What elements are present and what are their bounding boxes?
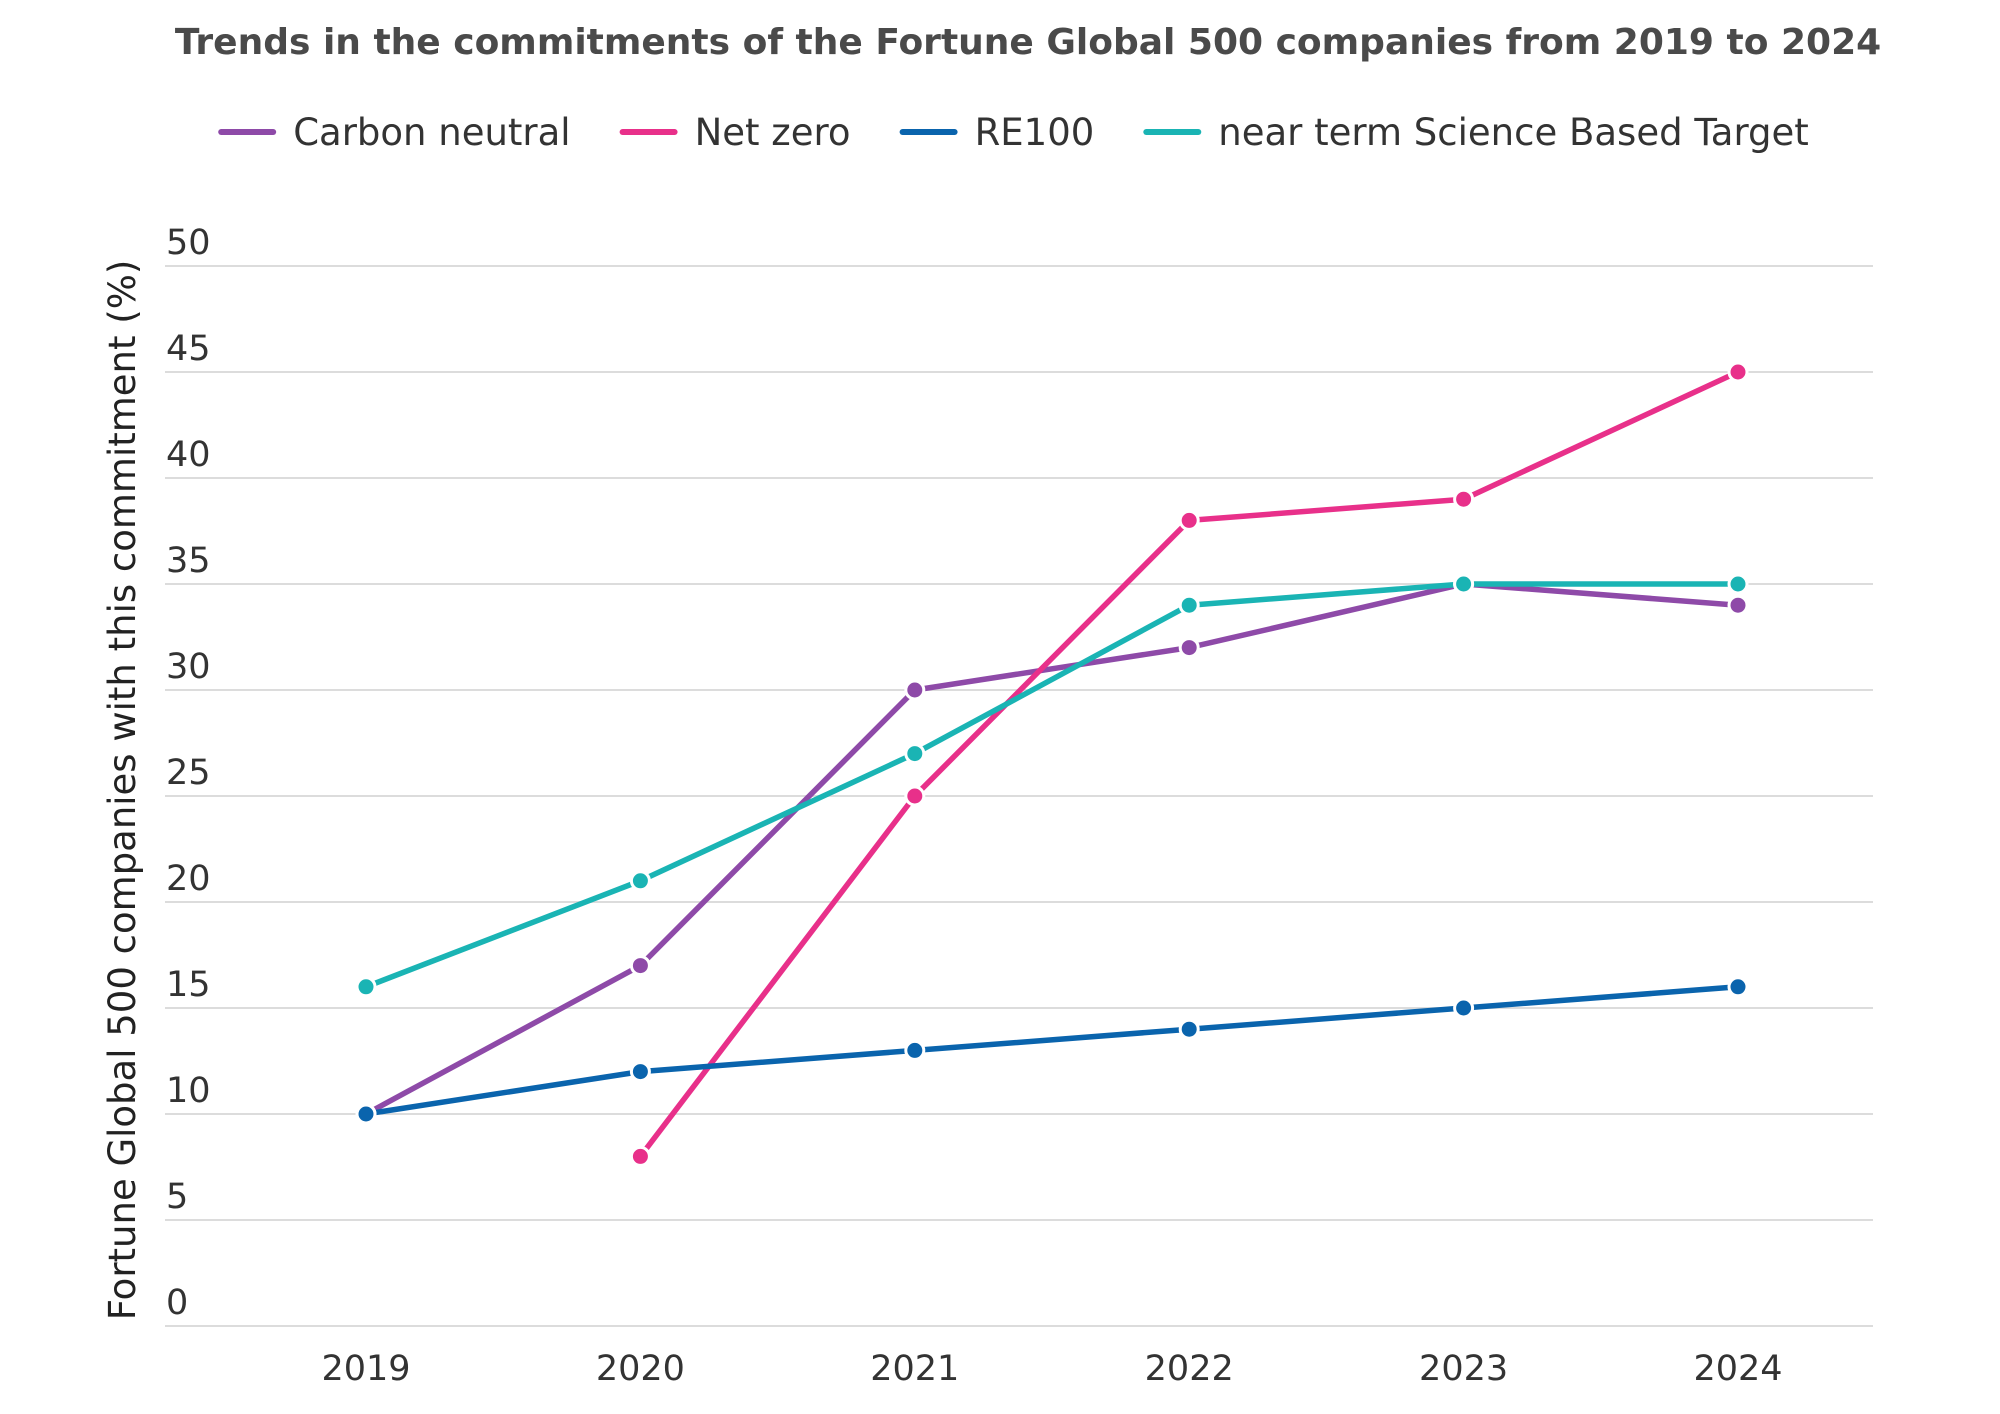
x-tick-label: 2020 (596, 1349, 685, 1389)
y-tick-label: 0 (166, 1283, 188, 1323)
data-point-net-zero (904, 785, 926, 807)
y-tick-label: 50 (166, 223, 211, 263)
chart-title: Trends in the commitments of the Fortune… (175, 22, 1881, 63)
y-tick-label: 20 (166, 859, 211, 899)
series-line-re100 (363, 984, 1741, 1117)
y-tick-label: 5 (166, 1177, 188, 1217)
data-point-carbon-neutral (1178, 637, 1200, 659)
legend-label: near term Science Based Target (1218, 111, 1809, 154)
data-point-near-term-science-based-target (1727, 573, 1749, 595)
y-tick-label: 40 (166, 435, 211, 475)
series-line-carbon-neutral (363, 581, 1741, 1117)
data-point-near-term-science-based-target (629, 870, 651, 892)
data-point-net-zero (1178, 509, 1200, 531)
data-point-carbon-neutral (904, 679, 926, 701)
legend-item-net-zero: Net zero (619, 111, 851, 154)
legend-label: Carbon neutral (293, 111, 570, 154)
y-tick-label: 45 (166, 329, 211, 369)
y-tick-label: 10 (166, 1071, 211, 1111)
y-axis-ticks: 0 5 10 15 20 25 30 35 40 45 50 (166, 223, 211, 1323)
y-tick-label: 35 (166, 541, 211, 581)
legend-item-carbon-neutral: Carbon neutral (218, 111, 571, 154)
data-point-re100 (904, 1039, 926, 1061)
data-point-near-term-science-based-target (904, 743, 926, 765)
series-lines (363, 369, 1741, 1160)
legend-label: Net zero (695, 111, 851, 154)
data-point-re100 (1727, 976, 1749, 998)
data-point-net-zero (1453, 488, 1475, 510)
data-point-re100 (1178, 1018, 1200, 1040)
data-point-net-zero (1727, 361, 1749, 383)
x-axis-ticks: 2019 2020 2021 2022 2023 2024 (321, 1349, 1782, 1389)
data-point-net-zero (629, 1145, 651, 1167)
x-tick-label: 2019 (321, 1349, 410, 1389)
gridlines (165, 265, 1873, 1327)
legend: Carbon neutral Net zero RE100 near term Sci… (218, 111, 1809, 154)
x-tick-label: 2024 (1693, 1349, 1782, 1389)
series-markers (355, 361, 1749, 1167)
data-point-near-term-science-based-target (1453, 573, 1475, 595)
x-tick-label: 2022 (1145, 1349, 1234, 1389)
data-point-re100 (355, 1103, 377, 1125)
y-axis-label: Fortune Global 500 companies with this c… (101, 260, 144, 1321)
y-tick-label: 25 (166, 753, 211, 793)
data-point-carbon-neutral (629, 955, 651, 977)
data-point-near-term-science-based-target (355, 976, 377, 998)
data-point-re100 (629, 1061, 651, 1083)
x-tick-label: 2023 (1419, 1349, 1508, 1389)
legend-item-near-term-science-based-target: near term Science Based Target (1143, 111, 1809, 154)
legend-label: RE100 (975, 111, 1095, 154)
y-tick-label: 30 (166, 647, 211, 687)
x-tick-label: 2021 (870, 1349, 959, 1389)
data-point-near-term-science-based-target (1178, 594, 1200, 616)
data-point-carbon-neutral (1727, 594, 1749, 616)
y-tick-label: 15 (166, 965, 211, 1005)
legend-item-re100: RE100 (899, 111, 1095, 154)
data-point-re100 (1453, 997, 1475, 1019)
series-line-near-term-science-based-target (363, 581, 1741, 990)
